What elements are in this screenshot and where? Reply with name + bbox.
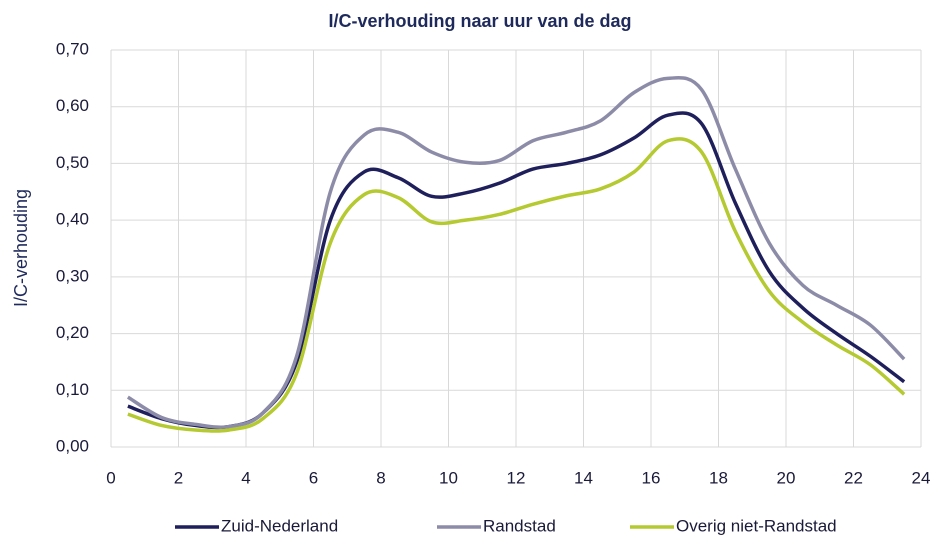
line: [126, 76, 906, 429]
x-tick-label: 0: [106, 468, 115, 487]
x-tick-label: 4: [241, 468, 250, 487]
line: [127, 137, 906, 433]
x-tick-label: 22: [844, 468, 863, 487]
x-tick-label: 10: [439, 468, 458, 487]
y-tick-label: 0,00: [56, 436, 89, 455]
y-tick-label: 0,20: [56, 323, 89, 342]
legend-label: Randstad: [483, 516, 556, 535]
legend-label: Overig niet-Randstad: [676, 516, 837, 535]
y-tick-label: 0,50: [56, 153, 89, 172]
x-tick-label: 24: [912, 468, 931, 487]
x-tick-label: 20: [777, 468, 796, 487]
x-tick-label: 16: [642, 468, 661, 487]
legend-label: Zuid-Nederland: [221, 516, 338, 535]
y-tick-label: 0,60: [56, 96, 89, 115]
x-tick-label: 2: [174, 468, 183, 487]
y-axis-title: I/C-verhouding: [11, 189, 31, 307]
y-tick-label: 0,10: [56, 380, 89, 399]
y-tick-label: 0,40: [56, 210, 89, 229]
x-tick-label: 18: [709, 468, 728, 487]
x-tick-label: 6: [309, 468, 318, 487]
x-tick-label: 14: [574, 468, 593, 487]
x-tick-label: 8: [376, 468, 385, 487]
y-tick-label: 0,70: [56, 39, 89, 58]
y-tick-label: 0,30: [56, 266, 89, 285]
chart-title: I/C-verhouding naar uur van de dag: [328, 11, 631, 31]
x-tick-label: 12: [507, 468, 526, 487]
